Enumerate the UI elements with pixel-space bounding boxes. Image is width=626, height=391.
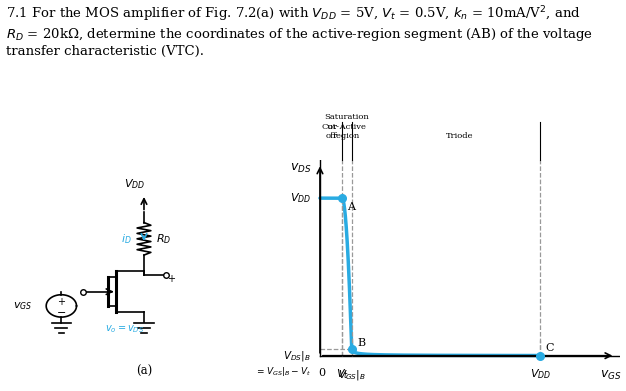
Text: $v_o = v_{DS}$: $v_o = v_{DS}$ (105, 323, 145, 335)
Text: (a): (a) (136, 364, 152, 377)
Text: +: + (167, 274, 175, 285)
Text: $V_t$: $V_t$ (336, 368, 349, 382)
Text: A: A (347, 202, 356, 212)
Text: $-$: $-$ (56, 306, 66, 316)
Text: $V_{DS}|_B$: $V_{DS}|_B$ (284, 349, 311, 363)
Text: B: B (357, 338, 366, 348)
Text: C: C (546, 343, 554, 353)
Text: Triode: Triode (446, 132, 473, 140)
Text: $V_{DD}$: $V_{DD}$ (290, 191, 311, 205)
Text: +: + (58, 297, 65, 307)
Text: $i_D$: $i_D$ (121, 232, 131, 246)
Text: $v_{GS}$: $v_{GS}$ (13, 300, 33, 312)
Text: Cut-
off: Cut- off (322, 123, 340, 140)
Text: $V_{DD}$: $V_{DD}$ (124, 177, 145, 191)
Text: $v_{GS}$: $v_{GS}$ (600, 369, 622, 382)
Text: $R_D$: $R_D$ (156, 232, 172, 246)
Text: 0: 0 (319, 368, 326, 378)
Text: $V_{DD}$: $V_{DD}$ (530, 368, 551, 382)
Text: 7.1 For the MOS amplifier of Fig. 7.2(a) with $V_{DD}$ = 5V, $V_t$ = 0.5V, $k_n$: 7.1 For the MOS amplifier of Fig. 7.2(a)… (6, 4, 593, 58)
Text: $=V_{GS}|_B - V_t$: $=V_{GS}|_B - V_t$ (255, 365, 311, 378)
Text: $v_{DS}$: $v_{DS}$ (290, 162, 311, 175)
Text: $V_{GS}|_B$: $V_{GS}|_B$ (338, 368, 366, 382)
Text: Saturation
or Active
region: Saturation or Active region (324, 113, 369, 140)
